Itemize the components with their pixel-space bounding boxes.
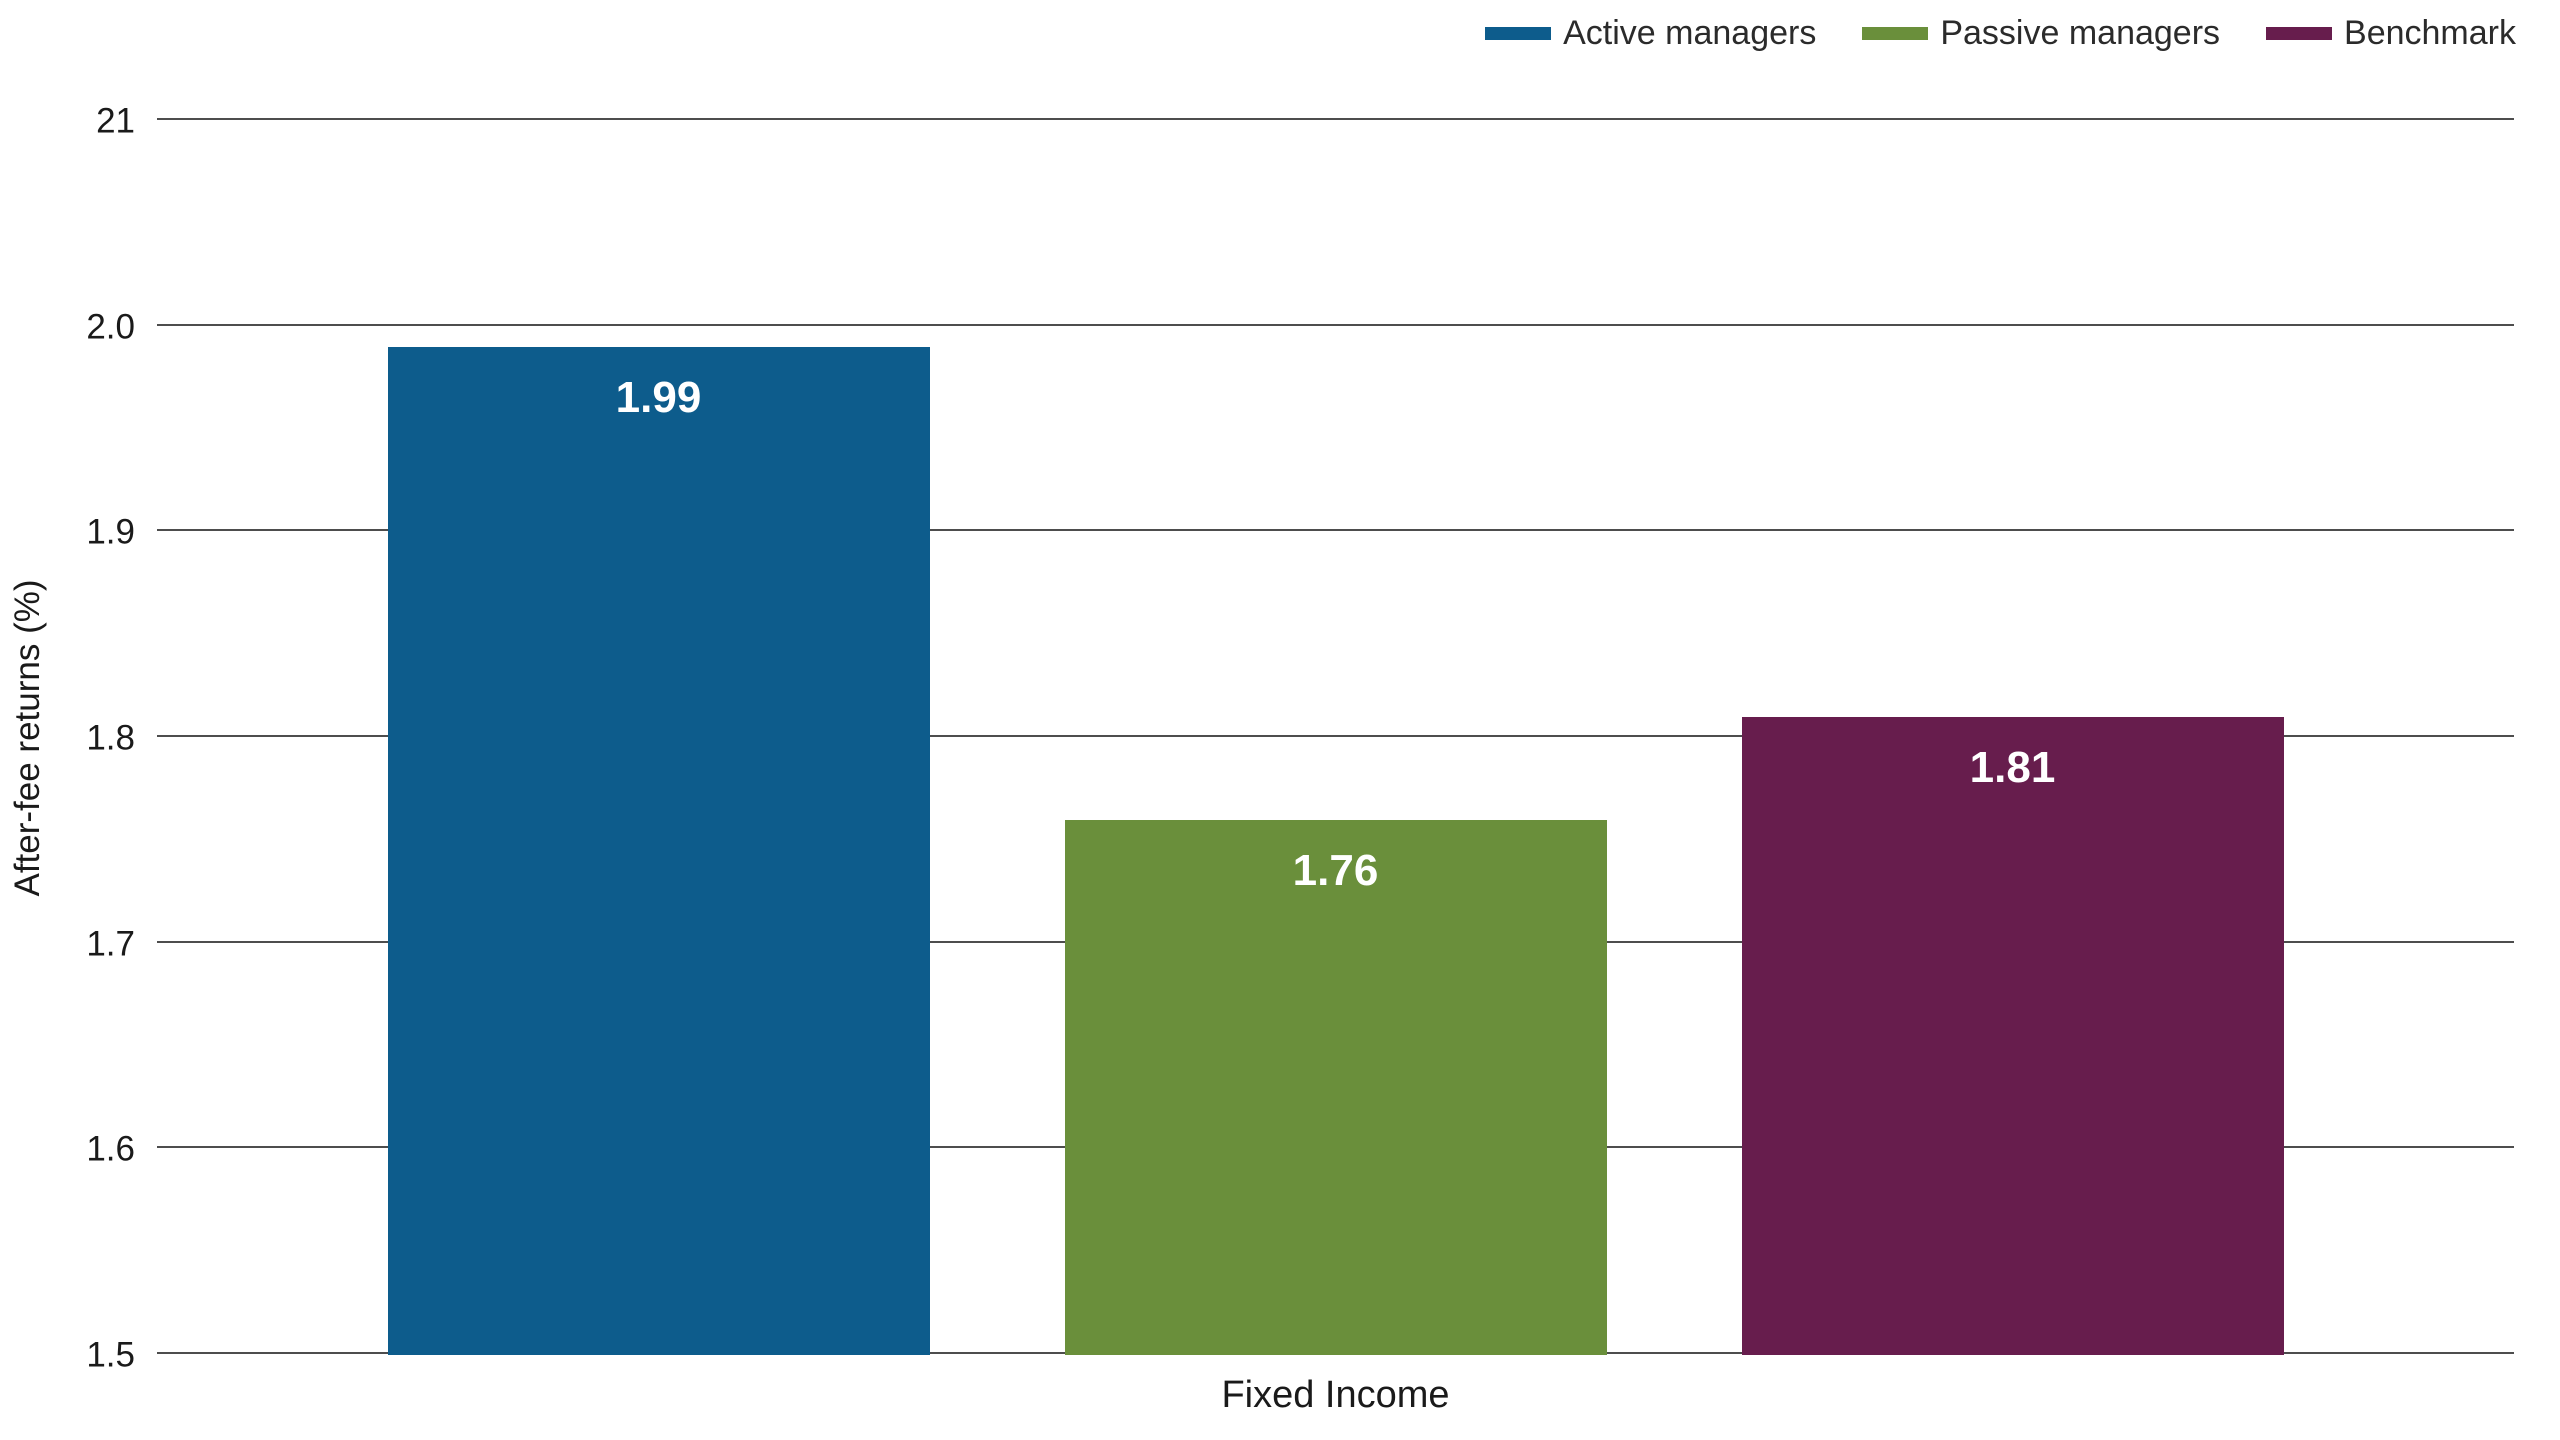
gridline bbox=[157, 529, 2514, 532]
gridline bbox=[157, 735, 2514, 737]
legend-swatch-passive-managers bbox=[1862, 27, 1929, 40]
gridline bbox=[157, 118, 2514, 120]
y-tick-label: 21 bbox=[96, 101, 135, 141]
bar-value-label: 1.81 bbox=[1969, 743, 2056, 793]
y-tick-label: 1.7 bbox=[86, 924, 135, 964]
bar-passive-managers: 1.76 bbox=[1064, 820, 1607, 1355]
y-tick-label: 1.8 bbox=[86, 718, 135, 758]
legend-item-benchmark: Benchmark bbox=[2266, 14, 2516, 53]
bar-active-managers: 1.99 bbox=[387, 347, 930, 1355]
bar-benchmark: 1.81 bbox=[1741, 717, 2284, 1355]
y-tick-label: 2.0 bbox=[86, 307, 135, 347]
legend-swatch-active-managers bbox=[1485, 27, 1552, 40]
bar-value-label: 1.99 bbox=[615, 373, 702, 423]
legend: Active managers Passive managers Benchma… bbox=[1485, 14, 2516, 53]
gridline bbox=[157, 323, 2514, 326]
legend-item-passive-managers: Passive managers bbox=[1862, 14, 2220, 53]
legend-item-active-managers: Active managers bbox=[1485, 14, 1816, 53]
legend-label: Active managers bbox=[1563, 14, 1817, 52]
y-tick-label: 1.9 bbox=[86, 512, 135, 552]
legend-label: Benchmark bbox=[2344, 14, 2516, 52]
y-tick-label: 1.6 bbox=[86, 1129, 135, 1169]
bars: 1.99 1.76 1.81 bbox=[157, 121, 2514, 1355]
y-tick-label: 1.5 bbox=[86, 1335, 135, 1375]
legend-swatch-benchmark bbox=[2266, 27, 2333, 40]
legend-label: Passive managers bbox=[1940, 14, 2221, 52]
plot-area: 1.5 1.6 1.7 1.8 1.9 2.0 21 1.99 1.76 1.81 bbox=[86, 104, 2514, 1373]
bar-value-label: 1.76 bbox=[1292, 846, 1379, 896]
x-axis-label: Fixed Income bbox=[1221, 1374, 1450, 1416]
